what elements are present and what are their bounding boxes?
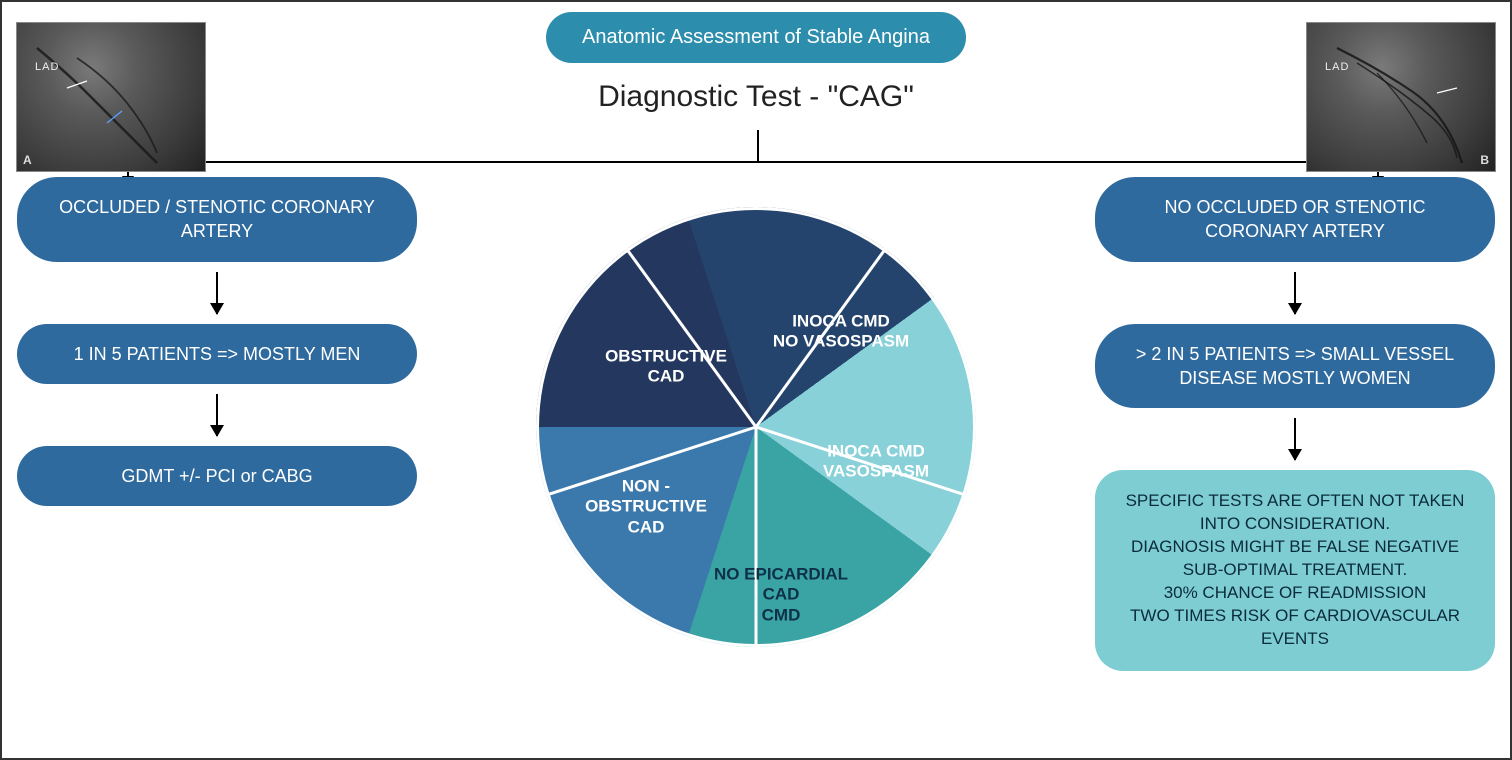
arrow-down-icon (216, 394, 218, 436)
left-step-2: 1 IN 5 PATIENTS => MOSTLY MEN (17, 324, 417, 384)
right-branch-column: NO OCCLUDED OR STENOTIC CORONARY ARTERY … (1095, 177, 1495, 671)
right-note-box: SPECIFIC TESTS ARE OFTEN NOT TAKEN INTO … (1095, 470, 1495, 671)
diagnostic-subtitle: Diagnostic Test - "CAG" (598, 80, 914, 114)
arrow-down-icon (1294, 272, 1296, 314)
panel-marker-a: A (23, 153, 32, 167)
angiogram-right: B (1306, 22, 1496, 172)
diagram-canvas: Anatomic Assessment of Stable Angina Dia… (0, 0, 1512, 760)
left-branch-column: OCCLUDED / STENOTIC CORONARY ARTERY 1 IN… (17, 177, 417, 506)
pie-chart: INOCA CMD NO VASOSPASMINOCA CMD VASOSPAS… (536, 207, 976, 647)
panel-marker-b: B (1480, 153, 1489, 167)
right-step-1: NO OCCLUDED OR STENOTIC CORONARY ARTERY (1095, 177, 1495, 262)
left-step-1: OCCLUDED / STENOTIC CORONARY ARTERY (17, 177, 417, 262)
header-title-pill: Anatomic Assessment of Stable Angina (546, 12, 966, 63)
right-step-2: > 2 IN 5 PATIENTS => SMALL VESSEL DISEAS… (1095, 324, 1495, 409)
left-step-3: GDMT +/- PCI or CABG (17, 446, 417, 506)
arrow-down-icon (1294, 418, 1296, 460)
arrow-down-icon (216, 272, 218, 314)
angiogram-left: A (16, 22, 206, 172)
pie-divider (755, 427, 758, 647)
